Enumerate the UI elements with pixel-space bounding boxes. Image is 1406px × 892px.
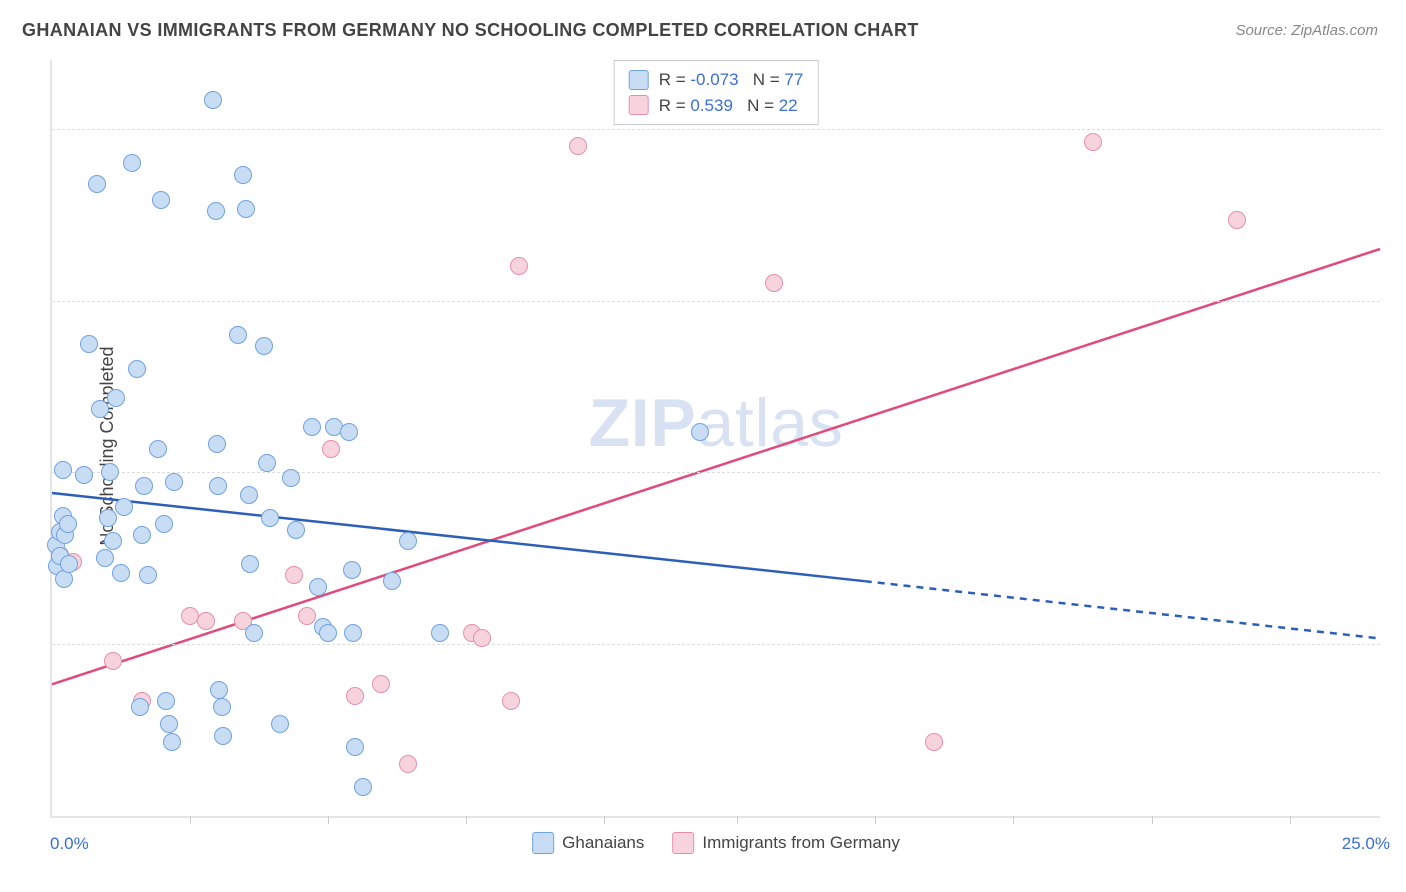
scatter-point — [502, 692, 520, 710]
scatter-point — [765, 274, 783, 292]
scatter-point — [152, 191, 170, 209]
scatter-point — [258, 454, 276, 472]
scatter-point — [160, 715, 178, 733]
scatter-point — [165, 473, 183, 491]
scatter-point — [213, 698, 231, 716]
scatter-point — [340, 423, 358, 441]
x-tick — [190, 816, 191, 824]
scatter-point — [91, 400, 109, 418]
chart-title: GHANAIAN VS IMMIGRANTS FROM GERMANY NO S… — [22, 20, 919, 41]
scatter-point — [255, 337, 273, 355]
x-tick — [466, 816, 467, 824]
scatter-point — [372, 675, 390, 693]
scatter-point — [54, 461, 72, 479]
x-tick — [1152, 816, 1153, 824]
scatter-point — [135, 477, 153, 495]
scatter-point — [75, 466, 93, 484]
scatter-point — [925, 733, 943, 751]
scatter-point — [96, 549, 114, 567]
scatter-point — [241, 555, 259, 573]
scatter-point — [303, 418, 321, 436]
scatter-point — [155, 515, 173, 533]
scatter-point — [128, 360, 146, 378]
legend-item: Ghanaians — [532, 832, 644, 854]
legend-stat-row: R = 0.539 N = 22 — [629, 93, 804, 119]
scatter-point — [133, 526, 151, 544]
x-tick — [1290, 816, 1291, 824]
scatter-point — [209, 477, 227, 495]
scatter-point — [234, 166, 252, 184]
scatter-point — [322, 440, 340, 458]
legend-stats: R = -0.073 N = 77R = 0.539 N = 22 — [614, 60, 819, 125]
scatter-point — [104, 532, 122, 550]
source-attribution: Source: ZipAtlas.com — [1235, 22, 1378, 39]
scatter-point — [163, 733, 181, 751]
scatter-point — [123, 154, 141, 172]
scatter-point — [131, 698, 149, 716]
scatter-point — [214, 727, 232, 745]
scatter-point — [569, 137, 587, 155]
legend-series: Ghanaians Immigrants from Germany — [532, 832, 900, 854]
scatter-point — [271, 715, 289, 733]
scatter-point — [237, 200, 255, 218]
scatter-point — [88, 175, 106, 193]
scatter-point — [99, 509, 117, 527]
scatter-point — [60, 555, 78, 573]
scatter-point — [298, 607, 316, 625]
scatter-point — [344, 624, 362, 642]
scatter-point — [383, 572, 401, 590]
scatter-point — [1228, 211, 1246, 229]
scatter-point — [157, 692, 175, 710]
scatter-point — [399, 755, 417, 773]
scatter-point — [510, 257, 528, 275]
gridline — [52, 644, 1380, 645]
x-axis-min-label: 0.0% — [50, 834, 89, 854]
scatter-point — [354, 778, 372, 796]
x-tick — [1013, 816, 1014, 824]
scatter-point — [112, 564, 130, 582]
legend-item: Immigrants from Germany — [672, 832, 899, 854]
scatter-point — [210, 681, 228, 699]
scatter-point — [59, 515, 77, 533]
scatter-point — [104, 652, 122, 670]
scatter-point — [245, 624, 263, 642]
gridline — [52, 472, 1380, 473]
scatter-point — [197, 612, 215, 630]
scatter-point — [346, 738, 364, 756]
scatter-point — [139, 566, 157, 584]
scatter-point — [319, 624, 337, 642]
x-tick — [604, 816, 605, 824]
scatter-point — [431, 624, 449, 642]
scatter-point — [229, 326, 247, 344]
x-tick — [875, 816, 876, 824]
x-tick — [737, 816, 738, 824]
x-axis-max-label: 25.0% — [1342, 834, 1390, 854]
scatter-point — [285, 566, 303, 584]
scatter-point — [101, 463, 119, 481]
scatter-point — [287, 521, 305, 539]
legend-stat-row: R = -0.073 N = 77 — [629, 67, 804, 93]
x-tick — [328, 816, 329, 824]
scatter-point — [282, 469, 300, 487]
scatter-point — [240, 486, 258, 504]
scatter-point — [107, 389, 125, 407]
scatter-point — [261, 509, 279, 527]
plot-area: ZIPatlas R = -0.073 N = 77R = 0.539 N = … — [50, 60, 1380, 818]
scatter-point — [208, 435, 226, 453]
scatter-point — [346, 687, 364, 705]
scatter-point — [115, 498, 133, 516]
scatter-point — [1084, 133, 1102, 151]
scatter-point — [80, 335, 98, 353]
scatter-point — [343, 561, 361, 579]
scatter-point — [399, 532, 417, 550]
scatter-point — [691, 423, 709, 441]
gridline — [52, 301, 1380, 302]
scatter-point — [207, 202, 225, 220]
scatter-point — [473, 629, 491, 647]
scatter-point — [149, 440, 167, 458]
scatter-point — [309, 578, 327, 596]
gridline — [52, 129, 1380, 130]
scatter-point — [204, 91, 222, 109]
